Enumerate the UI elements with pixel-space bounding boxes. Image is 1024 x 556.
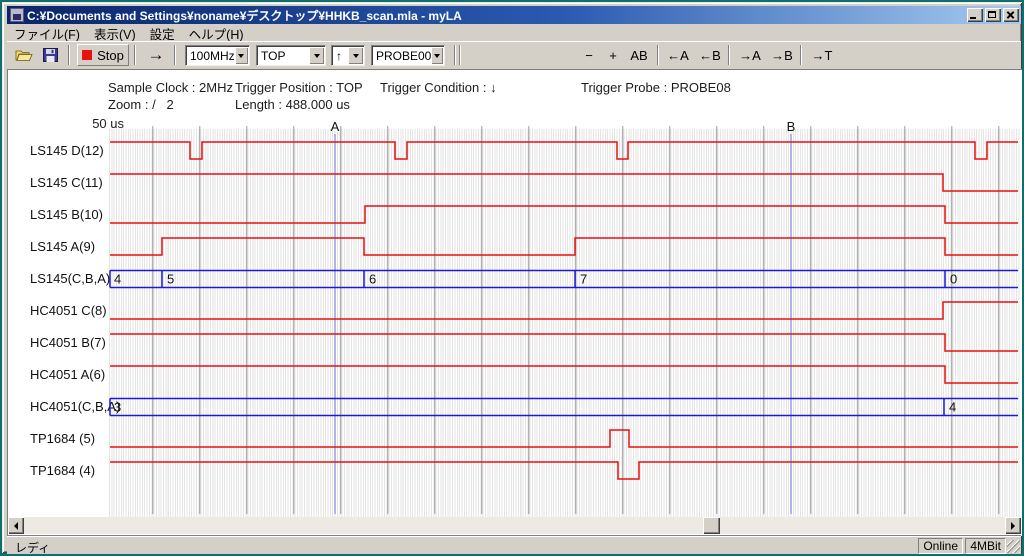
maximize-icon — [988, 11, 996, 18]
close-button[interactable] — [1003, 8, 1019, 22]
stop-label: Stop — [97, 47, 124, 63]
arrow-left-icon — [10, 521, 18, 530]
ruler-label: 50 us — [92, 116, 124, 131]
window-title: C:¥Documents and Settings¥noname¥デスクトップ¥… — [27, 8, 462, 23]
dropdown-arrow-icon[interactable] — [309, 47, 324, 64]
toolbar-separator — [800, 45, 802, 65]
trigger-position-value: TOP — [261, 48, 286, 63]
status-bar: レディ Online 4MBit — [7, 535, 1021, 555]
toolbar: Stop → 100MHz TOP ↑ PROBE00 — [7, 41, 1021, 103]
zoom-in-button[interactable]: + — [609, 47, 617, 63]
zoom-out-button[interactable]: − — [585, 47, 593, 63]
stop-icon — [82, 50, 93, 60]
memory-status-badge: 4MBit — [965, 538, 1006, 554]
horizontal-scrollbar[interactable] — [8, 517, 1021, 534]
goto-a-right-button[interactable]: →A — [739, 47, 761, 63]
ab-button[interactable]: AB — [630, 47, 648, 63]
toolbar-separator — [174, 45, 176, 65]
save-button[interactable] — [38, 44, 62, 66]
menu-file[interactable]: ファイル(F) — [14, 27, 80, 42]
arrow-right-icon — [1011, 521, 1019, 530]
minimize-icon — [970, 17, 976, 19]
toolbar-separator — [657, 45, 659, 65]
trigger-edge-select[interactable]: ↑ — [331, 45, 365, 66]
toolbar-separator — [134, 45, 136, 65]
app-icon — [10, 8, 24, 22]
sample-clock-text: Sample Clock : 2MHz — [108, 80, 233, 95]
resize-grip[interactable] — [1007, 540, 1020, 553]
zoom-text: Zoom : / 2 — [108, 97, 174, 112]
title-bar[interactable]: C:¥Documents and Settings¥noname¥デスクトップ¥… — [7, 6, 1021, 24]
goto-b-left-button[interactable]: ←B — [699, 47, 721, 63]
scrollbar-thumb[interactable] — [703, 517, 720, 534]
run-arrow-icon: → — [147, 45, 165, 64]
maximize-button[interactable] — [985, 8, 1001, 22]
menu-bar: ファイル(F) 表示(V) 設定 ヘルプ(H) — [7, 25, 1021, 42]
goto-b-right-button[interactable]: →B — [771, 47, 793, 63]
trigger-condition-text: Trigger Condition : ↓ — [380, 80, 497, 95]
waveform-plot[interactable] — [109, 129, 1021, 517]
client-area: Sample Clock : 2MHz Trigger Position : T… — [7, 69, 1022, 536]
dropdown-arrow-icon[interactable] — [348, 47, 363, 64]
probe-value: PROBE00 — [376, 48, 432, 63]
stop-button[interactable]: Stop — [77, 44, 129, 66]
length-text: Length : 488.000 us — [235, 97, 350, 112]
folder-open-icon — [15, 50, 33, 61]
status-ready-text: レディ — [15, 541, 51, 555]
toolbar-separator — [459, 45, 461, 65]
toolbar-separator — [454, 45, 456, 65]
scroll-left-button[interactable] — [8, 517, 24, 534]
goto-a-left-button[interactable]: ←A — [667, 47, 689, 63]
menu-view[interactable]: 表示(V) — [93, 27, 136, 42]
run-button[interactable]: → — [142, 44, 170, 66]
sample-rate-select[interactable]: 100MHz — [185, 45, 250, 66]
trigger-edge-value: ↑ — [336, 48, 342, 63]
scroll-right-button[interactable] — [1005, 517, 1021, 534]
goto-trigger-button[interactable]: →T — [811, 47, 833, 63]
minimize-button[interactable] — [967, 8, 983, 22]
menu-help[interactable]: ヘルプ(H) — [188, 27, 244, 42]
trigger-probe-text: Trigger Probe : PROBE08 — [581, 80, 731, 95]
sample-rate-value: 100MHz — [190, 48, 235, 63]
dropdown-arrow-icon[interactable] — [431, 47, 443, 64]
trigger-position-text: Trigger Position : TOP — [235, 80, 363, 95]
trigger-position-select[interactable]: TOP — [256, 45, 326, 66]
save-icon — [42, 48, 58, 62]
toolbar-separator — [68, 45, 70, 65]
menu-settings[interactable]: 設定 — [149, 27, 175, 42]
dropdown-arrow-icon[interactable] — [234, 47, 248, 64]
toolbar-separator — [728, 45, 730, 65]
online-status-badge: Online — [918, 538, 963, 554]
open-file-button[interactable] — [12, 44, 36, 66]
probe-select[interactable]: PROBE00 — [371, 45, 445, 66]
